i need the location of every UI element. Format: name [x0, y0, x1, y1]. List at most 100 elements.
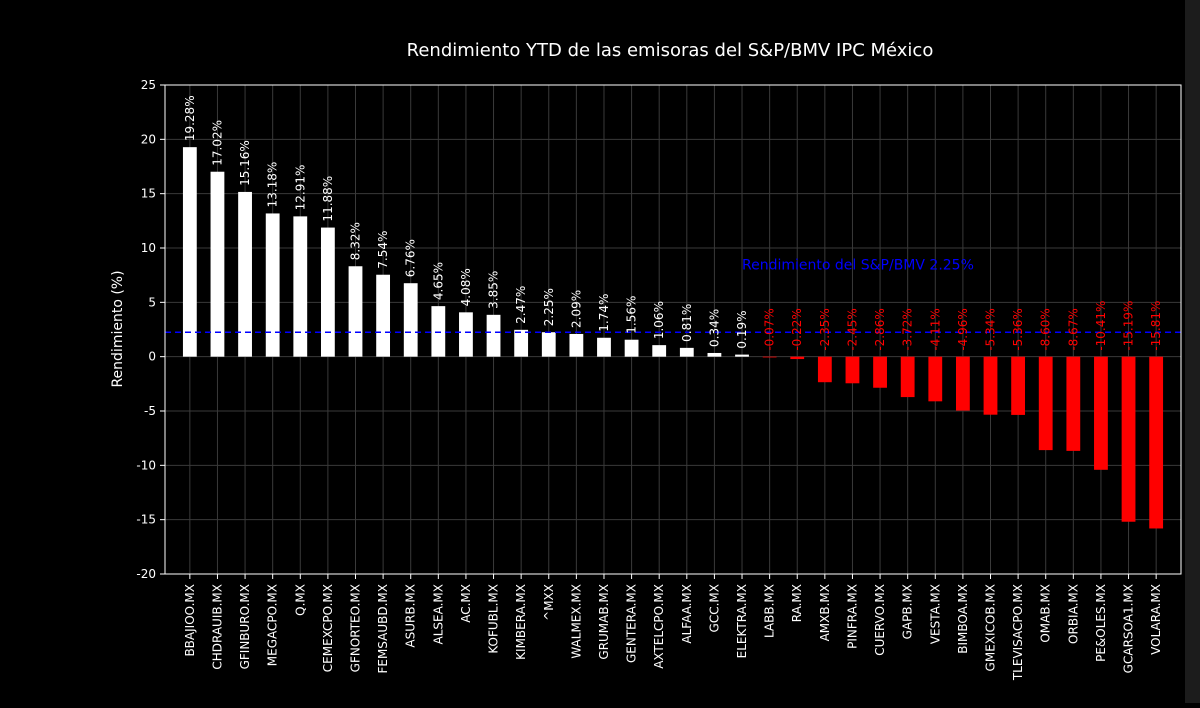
bar-value-label: 13.18%	[266, 162, 280, 208]
bar	[679, 347, 694, 357]
x-tick-label: Q.MX	[293, 584, 307, 616]
bar	[1149, 356, 1164, 529]
bar	[182, 147, 197, 357]
bar	[293, 216, 308, 357]
bar	[1094, 356, 1108, 470]
x-tick-label: GFINBURO.MX	[238, 584, 252, 669]
bar-value-label: -4.11%	[928, 308, 942, 350]
bar-value-label: 7.54%	[376, 231, 390, 269]
y-tick-label: 15	[141, 187, 156, 201]
bar	[320, 227, 335, 357]
bar-value-label: 6.76%	[404, 239, 418, 277]
bar-value-label: -2.86%	[873, 308, 887, 350]
bar-value-label: 15.16%	[238, 140, 252, 186]
bar-value-label: 3.85%	[487, 271, 501, 309]
bar	[790, 356, 805, 360]
x-tick-label: FEMSAUBD.MX	[376, 584, 390, 674]
bar-value-label: 11.88%	[321, 176, 335, 222]
bar	[845, 356, 860, 384]
bar-value-label: 4.08%	[459, 268, 473, 306]
x-tick-label: GRUMAB.MX	[597, 584, 611, 660]
bar-value-label: 1.56%	[625, 296, 639, 334]
bar-value-label: 1.06%	[652, 301, 666, 339]
bar	[348, 266, 363, 357]
bar	[459, 312, 473, 357]
bar	[210, 171, 225, 357]
x-tick-label: PE&OLES.MX	[1094, 584, 1108, 662]
bar-value-label: -5.34%	[984, 308, 998, 350]
x-tick-label: ALFAA.MX	[680, 584, 694, 644]
bar	[265, 213, 280, 357]
bar	[652, 345, 667, 357]
x-tick-label: VESTA.MX	[928, 584, 942, 644]
x-tick-label: GFNORTEO.MX	[349, 584, 363, 672]
x-tick-label: CEMEXCPO.MX	[321, 584, 335, 672]
x-tick-label: GAPB.MX	[901, 584, 915, 639]
bar-value-label: -8.67%	[1066, 308, 1080, 350]
bar-value-label: -15.19%	[1122, 301, 1136, 351]
bar	[403, 283, 418, 357]
y-tick-label: -5	[144, 404, 156, 418]
bar-value-label: -10.41%	[1094, 301, 1108, 351]
x-tick-label: OMAB.MX	[1039, 584, 1053, 643]
x-tick-label: ORBIA.MX	[1066, 584, 1080, 644]
bar	[238, 191, 252, 357]
y-axis-ticks: -20 -15 -10 -5 0 5 10 15 20 25	[136, 78, 165, 581]
bar-value-label: 0.81%	[680, 304, 694, 342]
bar-value-label: 19.28%	[183, 95, 197, 141]
y-tick-label: 0	[148, 350, 156, 364]
x-tick-label: ^MXX	[542, 584, 556, 621]
bar	[569, 333, 584, 357]
reference-line-label: Rendimiento del S&P/BMV 2.25%	[742, 258, 974, 274]
x-tick-label: BIMBOA.MX	[956, 584, 970, 654]
bar	[983, 356, 998, 415]
bar	[1038, 356, 1053, 451]
bar-value-label: -3.72%	[901, 308, 915, 350]
reference-line-group: Rendimiento del S&P/BMV 2.25%	[165, 258, 1181, 333]
bar-value-label: 2.09%	[569, 290, 583, 328]
x-axis-ticks: BBAJIOO.MX CHDRAUIB.MX GFINBURO.MX MEGACPO.…	[183, 574, 1163, 681]
x-tick-label: AMXB.MX	[818, 584, 832, 641]
y-tick-label: -10	[136, 458, 156, 472]
x-tick-label: GENTERA.MX	[625, 584, 639, 663]
bar-value-label: 2.47%	[514, 286, 528, 324]
bar	[900, 356, 915, 398]
bar-value-label: -0.07%	[763, 308, 777, 350]
bar-value-label: -0.22%	[790, 308, 804, 350]
bar-value-label: 2.25%	[542, 288, 556, 326]
bar	[541, 332, 556, 357]
x-tick-label: GCC.MX	[707, 584, 721, 632]
bar	[1121, 356, 1136, 522]
bar	[514, 329, 529, 357]
y-tick-label: 20	[141, 132, 156, 146]
x-tick-label: CUERVO.MX	[873, 584, 887, 656]
x-tick-label: PINFRA.MX	[845, 584, 859, 649]
bar-value-label: -15.81%	[1149, 301, 1163, 351]
bar	[735, 354, 749, 357]
bar-value-label: -2.45%	[845, 308, 859, 350]
x-tick-label: KOFUBL.MX	[487, 584, 501, 654]
x-tick-label: ASURB.MX	[404, 584, 418, 648]
bar	[431, 306, 446, 357]
bar	[1011, 356, 1026, 415]
bar-labels: 19.28% 17.02% 15.16% 13.18% 12.91% 11.88% 8.32…	[183, 95, 1163, 350]
bar	[762, 356, 777, 358]
bar	[955, 356, 970, 411]
bar-value-label: 0.34%	[707, 309, 721, 347]
bar-value-label: 4.65%	[431, 262, 445, 300]
bar-value-label: 12.91%	[293, 165, 307, 211]
x-tick-label: LABB.MX	[763, 584, 777, 638]
bar-value-label: 0.19%	[735, 310, 749, 348]
bar-value-label: -8.60%	[1039, 308, 1053, 350]
x-tick-label: AXTELCPO.MX	[652, 584, 666, 669]
bar	[1066, 356, 1081, 451]
bar	[486, 314, 501, 357]
y-tick-label: -20	[136, 567, 156, 581]
y-axis-label: Rendimiento (%)	[110, 270, 126, 387]
y-tick-label: 10	[141, 241, 156, 255]
bar	[928, 356, 943, 402]
y-tick-label: 25	[141, 78, 156, 92]
x-tick-label: KIMBERA.MX	[514, 584, 528, 660]
